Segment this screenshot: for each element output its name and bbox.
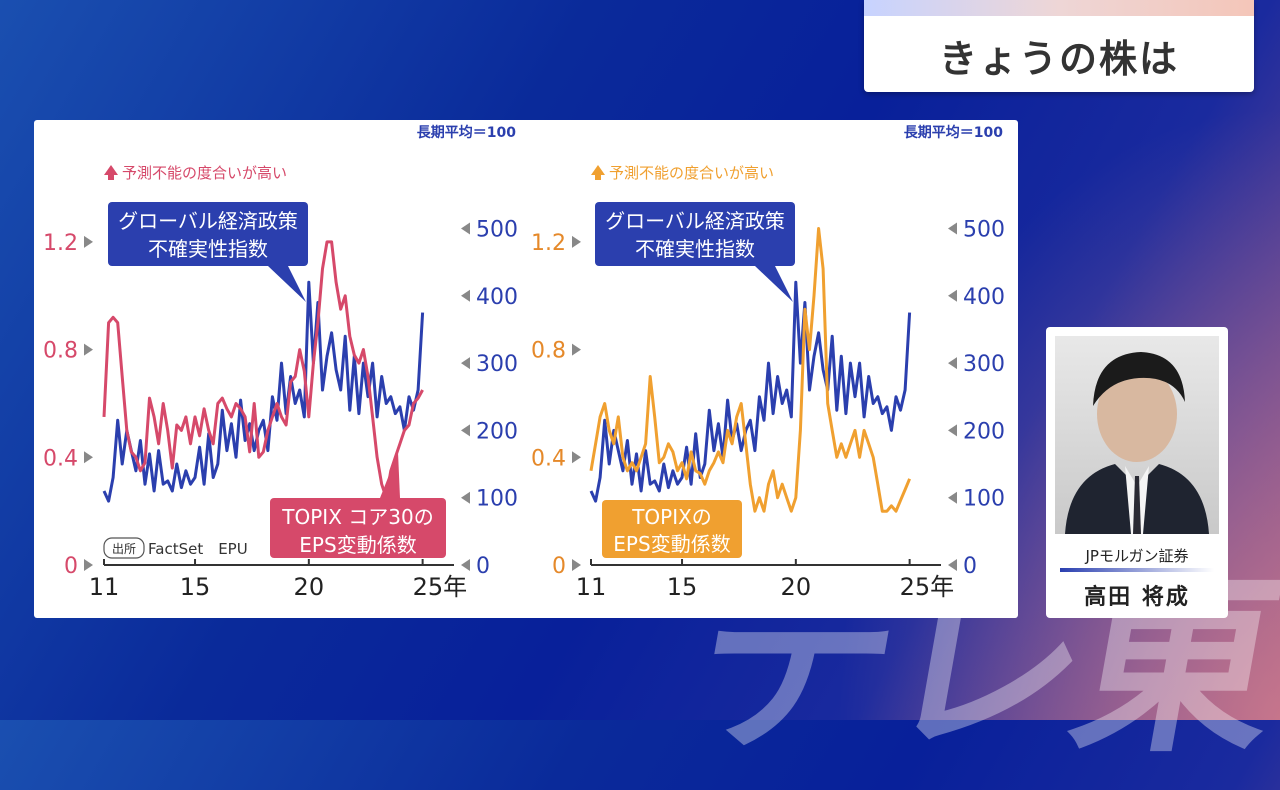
title-box: きょうの株は: [864, 0, 1254, 92]
name-accent-bar: [1060, 568, 1214, 572]
epu-callout-box: [108, 202, 308, 266]
right-tick-marker: [948, 491, 957, 504]
page-title: きょうの株は: [938, 37, 1179, 81]
eps-callout-text: TOPIXの: [631, 505, 712, 529]
left-tick-marker: [84, 343, 93, 356]
person-name: 高田 将成: [1084, 585, 1190, 610]
right-tick-label: 100: [476, 487, 518, 512]
title-accent-strip: [864, 0, 1254, 16]
chart-1: 予測不能の度合いが高い 長期平均＝100 0 0.4 0.8 1.2 0 100 200 300 4…: [43, 124, 518, 601]
left-tick-marker: [84, 451, 93, 464]
right-tick-marker: [948, 357, 957, 370]
chart-panel: 予測不能の度合いが高い 長期平均＝100 0 0.4 0.8 1.2 0 100 200 300 4…: [34, 120, 1018, 618]
epu-callout-text: 不確実性指数: [148, 237, 268, 261]
right-tick-marker: [461, 357, 470, 370]
left-tick-marker: [572, 559, 581, 571]
left-tick-marker: [84, 559, 93, 571]
source-badge: [103, 537, 145, 559]
x-tick-label: 20: [294, 573, 325, 601]
company-label: JPモルガン証券: [1085, 547, 1189, 565]
eps-callout-text: EPS変動係数: [613, 532, 730, 556]
x-tick-label: 15: [180, 573, 211, 601]
person-card: JPモルガン証券 高田 将成: [1046, 327, 1228, 618]
left-tick-label: 0: [64, 554, 78, 579]
x-tick-label: 25年: [900, 573, 955, 601]
x-tick-label: 25年: [413, 573, 468, 601]
x-tick-label: 20: [781, 573, 812, 601]
right-tick-label: 500: [476, 217, 518, 242]
right-tick-marker: [948, 559, 957, 571]
epu-line: [589, 280, 912, 503]
epu-line: [102, 280, 425, 503]
right-axis-note: 長期平均＝100: [904, 124, 1003, 141]
eps-line: [589, 227, 911, 513]
epu-callout-pointer: [755, 266, 793, 302]
right-tick-label: 0: [963, 554, 977, 579]
right-tick-marker: [461, 424, 470, 437]
epu-callout-text: グローバル経済政策: [605, 209, 785, 233]
right-tick-label: 300: [963, 352, 1005, 377]
right-tick-label: 400: [476, 285, 518, 310]
source-badge-text: 出所: [112, 542, 136, 556]
left-tick-label: 0.8: [43, 339, 78, 364]
right-tick-label: 500: [963, 217, 1005, 242]
right-tick-marker: [461, 491, 470, 504]
person-silhouette: [1065, 352, 1209, 534]
right-tick-label: 100: [963, 487, 1005, 512]
right-tick-label: 400: [963, 285, 1005, 310]
x-tick-label: 11: [576, 573, 607, 601]
right-tick-marker: [461, 559, 470, 571]
left-tick-marker: [572, 235, 581, 248]
epu-callout-box: [595, 202, 795, 266]
up-label: 予測不能の度合いが高い: [122, 164, 287, 182]
epu-callout-text: 不確実性指数: [635, 237, 755, 261]
up-label: 予測不能の度合いが高い: [609, 164, 774, 182]
eps-line: [102, 240, 424, 500]
epu-callout-pointer: [268, 266, 306, 302]
charts-svg: 予測不能の度合いが高い長期平均＝10000.40.81.201002003004…: [43, 124, 1005, 601]
right-tick-label: 200: [963, 419, 1005, 444]
right-tick-marker: [461, 289, 470, 302]
epu-callout-text: グローバル経済政策: [118, 209, 298, 233]
right-tick-label: 300: [476, 352, 518, 377]
right-tick-label: 0: [476, 554, 490, 579]
x-tick-label: 15: [667, 573, 698, 601]
left-tick-label: 0.8: [531, 339, 566, 364]
right-tick-label: 200: [476, 419, 518, 444]
left-tick-label: 0: [552, 554, 566, 579]
left-tick-label: 0.4: [43, 446, 78, 471]
eps-callout-box: [270, 498, 446, 558]
right-tick-marker: [461, 222, 470, 235]
right-tick-marker: [948, 222, 957, 235]
person-photo: [1055, 336, 1219, 534]
up-arrow-icon: [591, 165, 605, 180]
left-tick-marker: [572, 451, 581, 464]
left-tick-label: 1.2: [43, 231, 78, 256]
source-text: FactSet EPU: [148, 540, 248, 558]
chart-2: 予測不能の度合いが高い 長期平均＝100 0 0.4 0.8 1.2 0 100 200 300 4…: [531, 124, 1005, 601]
left-tick-label: 0.4: [531, 446, 566, 471]
right-axis-note: 長期平均＝100: [417, 124, 516, 141]
left-tick-marker: [572, 343, 581, 356]
eps-callout-pointer: [380, 452, 400, 498]
eps-callout-text: EPS変動係数: [299, 533, 416, 557]
up-arrow-icon: [104, 165, 118, 180]
left-tick-marker: [84, 235, 93, 248]
right-tick-marker: [948, 289, 957, 302]
eps-callout-text: TOPIX コア30の: [281, 505, 433, 529]
right-tick-marker: [948, 424, 957, 437]
x-tick-label: 11: [89, 573, 120, 601]
eps-callout-box: [602, 500, 742, 558]
left-tick-label: 1.2: [531, 231, 566, 256]
